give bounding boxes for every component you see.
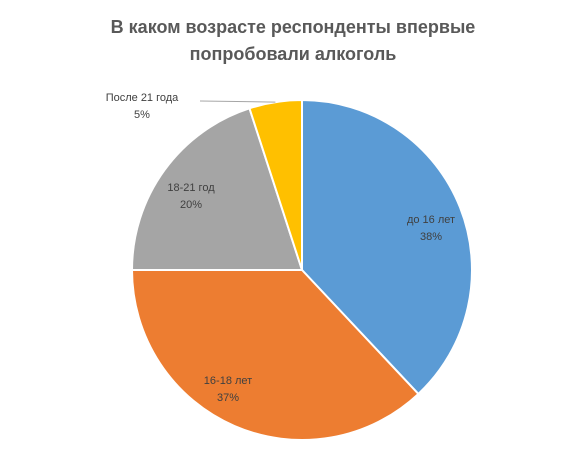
- pie-slice: [131, 269, 420, 441]
- pie-slice: [248, 99, 303, 271]
- pie-slice: [131, 107, 303, 271]
- slice-category-label: до 16 лет: [407, 214, 455, 226]
- pie-slices: [131, 99, 473, 441]
- leader-line: [199, 100, 276, 103]
- leader-lines: [199, 100, 276, 103]
- slice-value-label: 5%: [134, 109, 150, 121]
- slice-value-label: 20%: [180, 199, 202, 211]
- chart-title: В каком возрасте респонденты впервые поп…: [0, 14, 586, 68]
- pie-slice: [301, 99, 473, 395]
- slice-labels: до 16 лет 38% 16-18 лет 37% 18-21 год 20% Посл…: [106, 92, 455, 404]
- chart-title-line-1: В каком возрасте респонденты впервые: [110, 17, 476, 37]
- slice-category-label: 16-18 лет: [204, 375, 252, 387]
- chart-title-line-2: попробовали алкоголь: [189, 44, 397, 64]
- slice-value-label: 37%: [217, 392, 239, 404]
- slice-category-label: 18-21 год: [167, 182, 215, 194]
- slice-value-label: 38%: [420, 231, 442, 243]
- slice-category-label: После 21 года: [106, 92, 179, 104]
